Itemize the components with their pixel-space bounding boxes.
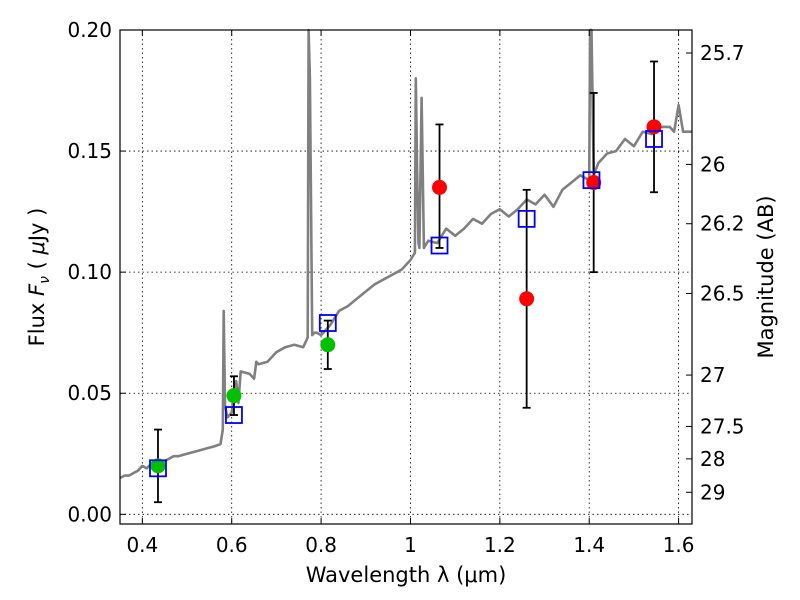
green-point: [320, 337, 336, 353]
y-tick-label: 0.00: [67, 502, 112, 526]
model-square: [318, 314, 337, 332]
right-tick-label: 27.5: [700, 414, 745, 438]
spectrum-layer: [119, 28, 692, 480]
right-tick-label: 28: [700, 447, 725, 471]
x-tick-label: 1.2: [484, 533, 516, 557]
model-square: [149, 459, 167, 478]
model-square: [517, 209, 536, 228]
red-point: [432, 179, 448, 195]
right-tick-label: 27: [700, 363, 725, 387]
right-tick-label: 29: [700, 480, 725, 504]
plot-frame: [119, 29, 693, 525]
model-square: [225, 406, 243, 424]
x-tick-label: 1.6: [663, 533, 695, 557]
y-axis-title: Flux Fν ( μJy ): [25, 208, 53, 347]
right-tick-label: 25.7: [700, 41, 745, 65]
right-tick-label: 26.2: [700, 212, 745, 236]
right-tick-label: 26: [700, 152, 725, 176]
right-axis-title: Magnitude (AB): [754, 195, 778, 358]
model-square: [430, 236, 449, 255]
x-tick-label: 1: [404, 533, 417, 557]
model-square: [582, 171, 601, 190]
model-square: [645, 130, 663, 148]
y-tick-label: 0.15: [67, 139, 112, 163]
x-axis-title: Wavelength λ (μm): [306, 563, 507, 587]
x-tick-label: 0.8: [305, 533, 337, 557]
axis-ticks: [120, 29, 692, 524]
x-tick-label: 0.6: [216, 533, 248, 557]
y-tick-label: 0.10: [67, 260, 112, 284]
green-point: [150, 458, 166, 474]
tick-labels: 0.4 0.6 0.8 1 1.2 1.4 1.6 0.00 0.05 0.10 0.15 0.20 2…: [67, 18, 744, 557]
x-tick-label: 0.4: [126, 533, 158, 557]
y-tick-label: 0.20: [67, 18, 112, 42]
spectrum-line: [119, 28, 692, 480]
right-tick-label: 26.5: [700, 281, 745, 305]
plot-area: [120, 30, 692, 524]
point-layer: [149, 119, 663, 478]
x-tick-label: 1.4: [573, 533, 605, 557]
y-tick-label: 0.05: [67, 381, 112, 405]
red-point: [586, 175, 602, 191]
green-point: [226, 388, 242, 404]
red-point: [519, 291, 535, 307]
